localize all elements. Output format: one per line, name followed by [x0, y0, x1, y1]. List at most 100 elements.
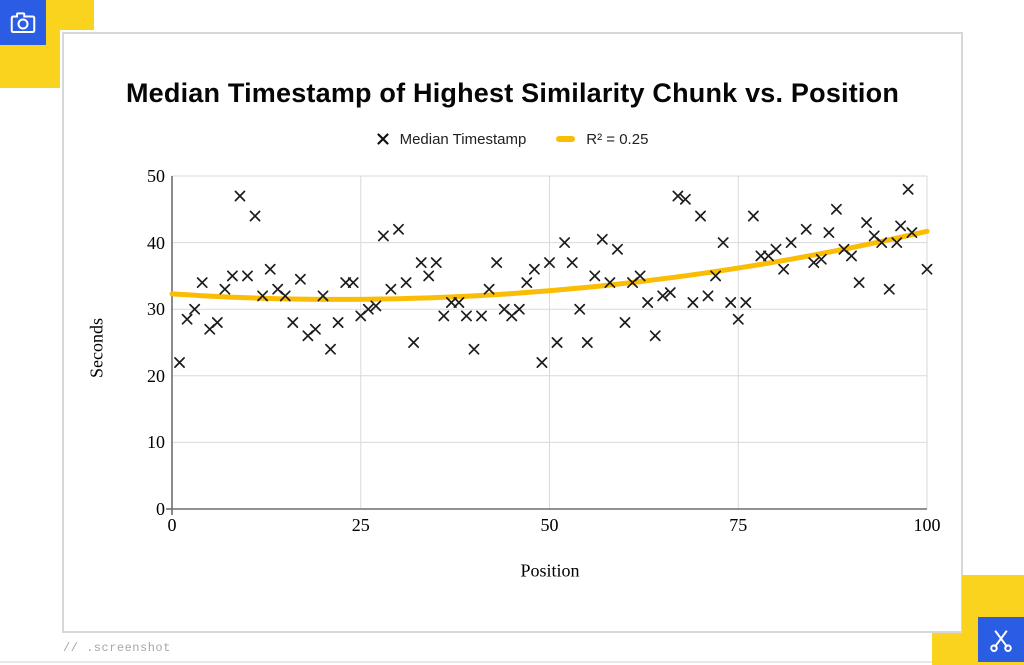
x-tick-label: 0	[167, 515, 177, 535]
data-point	[521, 277, 533, 289]
data-point	[808, 257, 820, 269]
data-point	[491, 257, 503, 269]
data-point	[408, 337, 420, 348]
data-point	[664, 287, 676, 298]
chart-title: Median Timestamp of Highest Similarity C…	[125, 78, 900, 108]
trendline-swatch-icon	[556, 136, 576, 142]
data-point	[657, 290, 669, 302]
data-point	[679, 193, 691, 205]
data-point	[596, 233, 608, 245]
data-point	[242, 270, 253, 282]
data-point	[347, 277, 359, 289]
data-point	[581, 337, 593, 348]
data-point	[604, 277, 616, 289]
data-point	[317, 290, 329, 302]
data-point	[853, 277, 865, 289]
data-point	[536, 357, 548, 368]
data-point	[642, 297, 654, 308]
trendline	[169, 228, 930, 302]
data-point	[717, 237, 729, 249]
chart-legend: Median Timestamp R² = 0.25	[62, 127, 963, 151]
data-point	[460, 310, 472, 322]
data-point	[309, 323, 321, 335]
data-point	[249, 210, 261, 222]
camera-button[interactable]	[0, 0, 46, 45]
data-point	[476, 310, 487, 322]
data-point	[559, 237, 571, 249]
data-point	[785, 237, 797, 249]
data-point	[755, 250, 767, 262]
data-point	[226, 270, 238, 282]
data-point	[611, 243, 623, 255]
data-point	[279, 290, 291, 302]
camera-icon	[10, 11, 36, 33]
data-point	[883, 283, 895, 295]
x-tick-label: 25	[351, 515, 370, 535]
data-point	[861, 217, 873, 229]
data-point	[445, 297, 457, 308]
scatter-plot	[166, 175, 933, 515]
data-point	[415, 257, 427, 269]
data-point	[219, 283, 231, 295]
data-point	[732, 313, 744, 325]
data-point	[634, 270, 646, 282]
data-point	[846, 250, 857, 262]
data-point	[332, 317, 344, 328]
data-point	[921, 263, 933, 275]
data-point	[702, 290, 714, 302]
x-tick-label: 75	[729, 515, 748, 535]
data-point	[902, 183, 914, 195]
data-point	[287, 317, 299, 328]
data-point	[453, 297, 465, 308]
data-point	[815, 253, 827, 265]
data-point	[483, 283, 495, 295]
data-point	[823, 227, 835, 239]
data-point	[747, 210, 759, 222]
y-tick-label: 40	[147, 232, 165, 253]
data-point	[672, 190, 684, 202]
data-point	[264, 263, 276, 275]
data-point	[174, 357, 185, 368]
data-point	[468, 343, 480, 355]
data-point	[294, 273, 306, 285]
data-point	[830, 203, 842, 215]
data-point	[725, 297, 737, 308]
data-point	[649, 330, 661, 342]
data-point	[362, 303, 374, 315]
legend-label-series: Median Timestamp	[399, 130, 527, 148]
data-point	[189, 303, 201, 315]
data-point	[340, 277, 352, 289]
data-point	[181, 313, 193, 325]
data-point	[589, 270, 601, 282]
data-point	[393, 223, 404, 235]
y-tick-label: 20	[147, 365, 165, 386]
data-point	[513, 303, 525, 315]
data-point	[370, 300, 382, 312]
data-point	[619, 317, 631, 328]
x-tick-label: 50	[540, 515, 559, 535]
y-axis-title: Seconds	[86, 318, 107, 378]
data-point	[385, 283, 397, 295]
data-point	[423, 270, 435, 282]
scissors-icon	[990, 629, 1012, 652]
data-point	[325, 343, 336, 355]
scissors-button[interactable]	[978, 617, 1024, 662]
data-point	[770, 243, 782, 255]
data-point	[906, 227, 918, 239]
data-point	[438, 310, 450, 322]
data-point	[778, 263, 790, 275]
data-point	[710, 270, 722, 282]
legend-item-series: Median Timestamp	[376, 130, 527, 148]
data-point	[377, 230, 389, 242]
data-point	[895, 220, 907, 232]
data-point	[234, 190, 246, 202]
data-point	[800, 223, 812, 235]
data-point	[430, 257, 442, 269]
page-bottom-divider	[0, 661, 1024, 663]
x-axis-title: Position	[520, 560, 580, 581]
data-point	[574, 303, 586, 315]
data-point	[257, 290, 269, 302]
legend-item-trend: R² = 0.25	[556, 131, 648, 148]
data-point	[196, 277, 208, 289]
